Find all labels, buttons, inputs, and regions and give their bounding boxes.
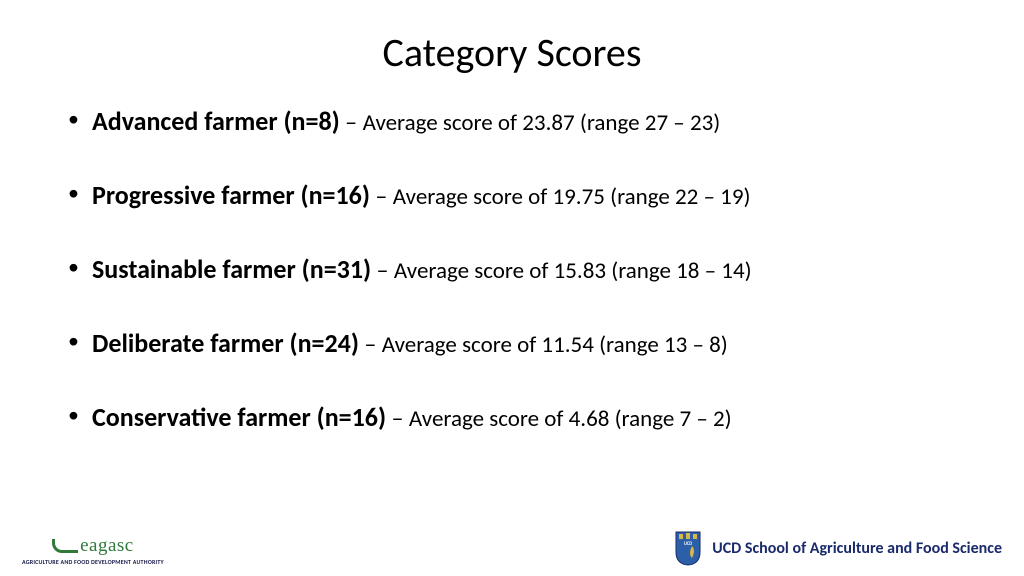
list-item: Deliberate farmer (n=24) – Average score… — [72, 327, 976, 361]
list-item: Sustainable farmer (n=31) – Average scor… — [72, 253, 976, 287]
teagasc-subtitle: AGRICULTURE AND FOOD DEVELOPMENT AUTHORI… — [22, 558, 164, 566]
bullet-detail: Average score of 15.83 (range 18 – 14) — [394, 257, 752, 285]
bullet-label: Sustainable farmer (n=31) — [92, 253, 371, 285]
bullet-label: Conservative farmer (n=16) — [92, 401, 386, 433]
bullet-detail: Average score of 23.87 (range 27 – 23) — [363, 109, 721, 137]
bullet-list: Advanced farmer (n=8) – Average score of… — [48, 105, 976, 434]
bullet-dash: – — [359, 330, 382, 359]
teagasc-logo: eagasc AGRICULTURE AND FOOD DEVELOPMENT … — [22, 535, 164, 566]
list-item: Conservative farmer (n=16) – Average sco… — [72, 401, 976, 435]
list-item: Progressive farmer (n=16) – Average scor… — [72, 179, 976, 213]
bullet-label: Progressive farmer (n=16) — [92, 179, 370, 211]
slide: Category Scores Advanced farmer (n=8) – … — [0, 0, 1024, 576]
ucd-school-text: UCD School of Agriculture and Food Scien… — [712, 539, 1002, 558]
footer: eagasc AGRICULTURE AND FOOD DEVELOPMENT … — [0, 522, 1024, 570]
slide-title: Category Scores — [48, 28, 976, 77]
bullet-dash: – — [340, 108, 363, 137]
bullet-label: Deliberate farmer (n=24) — [92, 327, 359, 359]
bullet-dash: – — [371, 256, 394, 285]
ucd-logo-block: UCD UCD School of Agriculture and Food S… — [674, 530, 1002, 566]
bullet-label: Advanced farmer (n=8) — [92, 105, 340, 137]
teagasc-shape-icon — [52, 539, 78, 553]
bullet-detail: Average score of 11.54 (range 13 – 8) — [382, 331, 728, 359]
ucd-crest-label: UCD — [684, 542, 692, 547]
bullet-detail: Average score of 19.75 (range 22 – 19) — [393, 183, 751, 211]
bullet-dash: – — [370, 182, 393, 211]
bullet-detail: Average score of 4.68 (range 7 – 2) — [409, 405, 732, 433]
teagasc-wordmark: eagasc — [52, 535, 134, 557]
ucd-crest-icon: UCD — [674, 530, 702, 566]
list-item: Advanced farmer (n=8) – Average score of… — [72, 105, 976, 139]
bullet-dash: – — [386, 404, 409, 433]
teagasc-name: eagasc — [80, 535, 134, 556]
